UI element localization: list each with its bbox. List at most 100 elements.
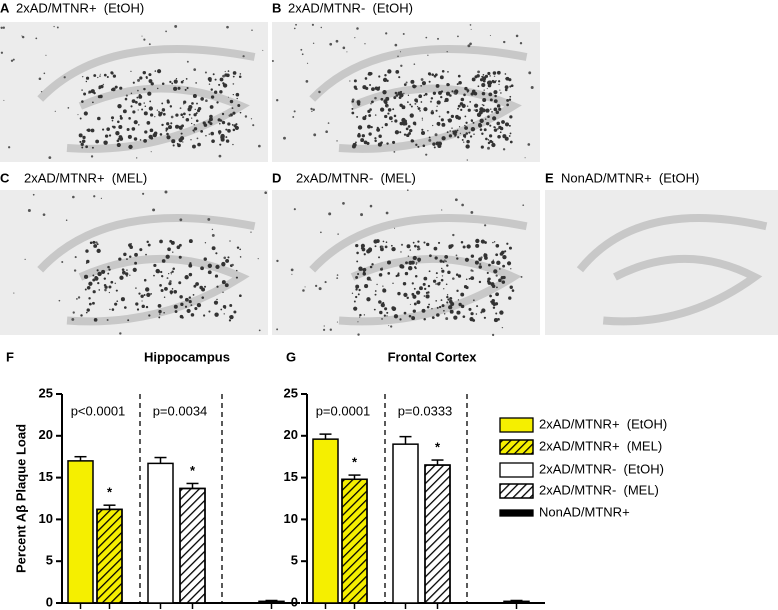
plaque-dot [194, 108, 196, 111]
plaque-dot [103, 277, 106, 280]
plaque-dot [320, 231, 322, 234]
plaque-dot [392, 140, 396, 144]
plaque-dot [110, 280, 114, 284]
plaque-dot [132, 81, 135, 84]
plaque-dot [323, 325, 325, 327]
plaque-dot [184, 88, 187, 91]
plaque-dot [213, 300, 219, 305]
plaque-dot [187, 107, 192, 112]
plaque-dot [192, 293, 195, 296]
plaque-dot [420, 85, 422, 87]
plaque-dot [90, 155, 94, 158]
plaque-dot [386, 142, 389, 145]
plaque-dot [311, 110, 313, 112]
plaque-dot [356, 251, 359, 255]
plaque-dot [469, 101, 472, 103]
plaque-dot [452, 233, 455, 237]
plaque-dot [407, 125, 411, 128]
plaque-dot [235, 123, 238, 126]
plaque-dot [493, 241, 496, 243]
plaque-dot [440, 95, 443, 99]
plaque-dot [436, 100, 441, 105]
plaque-dot [464, 257, 470, 262]
plaque-dot [380, 141, 383, 144]
plaque-dot [501, 326, 504, 329]
plaque-dot [164, 190, 168, 194]
plaque-dot [126, 269, 128, 271]
plaque-dot [156, 269, 160, 274]
plaque-dot [357, 133, 361, 138]
plaque-dot [493, 128, 498, 132]
plaque-dot [412, 140, 415, 143]
plaque-dot [125, 94, 128, 97]
plaque-dot [431, 73, 435, 77]
plaque-dot [165, 254, 170, 259]
plaque-dot [468, 131, 471, 134]
plaque-dot [497, 128, 499, 130]
plaque-dot [423, 107, 428, 112]
plaque-dot [72, 311, 75, 314]
bar-hatch [96, 508, 123, 604]
plaque-dot [499, 126, 504, 131]
plaque-dot [24, 258, 26, 260]
plaque-dot [466, 159, 468, 161]
plaque-dot [310, 107, 313, 111]
plaque-dot [421, 117, 423, 119]
plaque-dot [406, 244, 411, 249]
plaque-dot [403, 133, 407, 136]
plaque-dot [498, 278, 502, 283]
plaque-dot [456, 310, 461, 315]
plaque-dot [148, 73, 152, 77]
plaque-dot [117, 137, 120, 140]
plaque-dot [237, 103, 241, 107]
plaque-dot [427, 130, 429, 132]
plaque-dot [353, 79, 357, 83]
plaque-dot [378, 256, 380, 259]
plaque-dot [362, 267, 367, 272]
panel-label: 2xAD/MTNR- (EtOH) [288, 0, 413, 15]
plaque-dot [222, 74, 226, 78]
plaque-dot [498, 107, 502, 111]
plaque-dot [162, 112, 166, 116]
plaque-dot [214, 78, 217, 81]
plaque-dot [96, 269, 99, 272]
plaque-dot [193, 284, 197, 288]
plaque-dot [153, 263, 157, 268]
plaque-dot [83, 274, 89, 279]
plaque-dot [293, 110, 296, 113]
plaque-dot [454, 198, 458, 202]
plaque-dot [459, 132, 461, 134]
plaque-dot [474, 76, 477, 78]
plaque-dot [107, 272, 110, 275]
plaque-dot [145, 305, 149, 309]
plaque-dot [385, 241, 388, 244]
plaque-dot [216, 285, 219, 288]
plaque-dot [449, 130, 452, 132]
plaque-dot [435, 300, 437, 302]
plaque-dot [405, 261, 408, 265]
plaque-dot [108, 291, 110, 294]
plaque-dot [465, 278, 468, 280]
plaque-dot [400, 64, 403, 67]
plaque-dot [81, 75, 84, 78]
plaque-dot [147, 243, 151, 247]
plaque-dot [415, 100, 419, 103]
plaque-dot [244, 115, 248, 118]
plaque-dot [292, 116, 295, 118]
plaque-dot [466, 244, 471, 249]
plaque-dot [12, 58, 15, 61]
plaque-dot [112, 74, 117, 78]
plaque-dot [227, 96, 229, 98]
plaque-dot [361, 247, 366, 252]
plaque-dot [499, 252, 504, 256]
plaque-dot [320, 26, 323, 29]
plaque-dot [403, 311, 407, 315]
plaque-dot [498, 80, 501, 83]
plaque-dot [219, 90, 223, 94]
plaque-dot [169, 290, 174, 294]
plaque-dot [495, 110, 500, 115]
plaque-dot [141, 108, 144, 111]
plaque-dot [399, 318, 402, 321]
plaque-dot [130, 92, 133, 95]
plaque-dot [166, 100, 170, 104]
